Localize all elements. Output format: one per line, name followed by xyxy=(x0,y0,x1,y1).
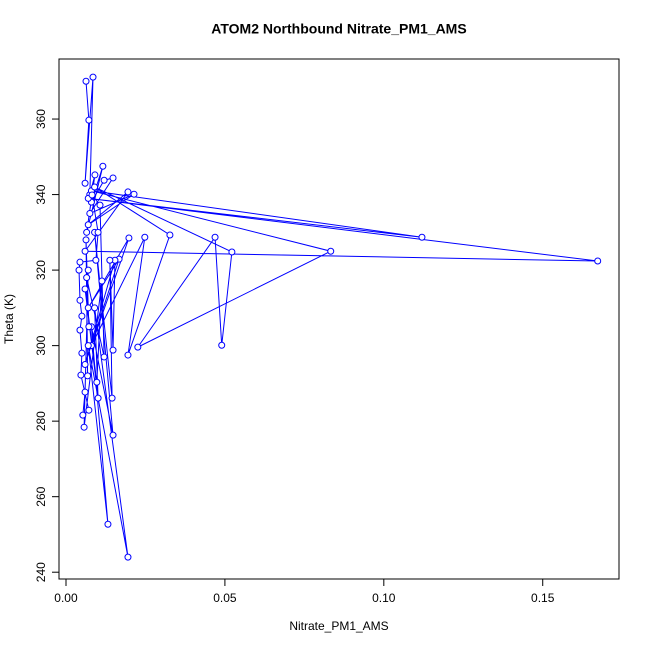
point xyxy=(104,520,112,528)
x-tick-label: 0.05 xyxy=(213,591,237,605)
point xyxy=(418,233,426,241)
point xyxy=(84,221,92,229)
y-tick-label: 280 xyxy=(34,411,48,431)
y-tick-label: 360 xyxy=(34,109,48,129)
point xyxy=(98,277,106,285)
point xyxy=(84,372,92,380)
point xyxy=(82,77,90,85)
point xyxy=(594,257,602,265)
point xyxy=(327,247,335,255)
point xyxy=(76,326,84,334)
series-line xyxy=(78,77,598,558)
point xyxy=(83,274,91,282)
point xyxy=(94,394,102,402)
point xyxy=(91,183,99,191)
x-axis-label: Nitrate_PM1_AMS xyxy=(289,619,388,633)
point xyxy=(85,116,93,124)
point xyxy=(211,233,219,241)
point xyxy=(84,304,92,312)
point xyxy=(130,190,138,198)
y-axis-label: Theta (K) xyxy=(2,294,16,344)
point xyxy=(124,188,132,196)
point xyxy=(78,349,86,357)
point xyxy=(100,176,108,184)
point xyxy=(82,236,90,244)
point xyxy=(99,162,107,170)
point xyxy=(125,234,133,242)
point xyxy=(79,411,87,419)
point xyxy=(134,343,142,351)
point xyxy=(81,361,89,369)
point xyxy=(85,406,93,414)
plot-frame xyxy=(58,58,620,580)
point xyxy=(84,342,92,350)
point xyxy=(81,179,89,187)
y-tick-label: 320 xyxy=(34,260,48,280)
point xyxy=(228,248,236,256)
chart-title: ATOM2 Northbound Nitrate_PM1_AMS xyxy=(211,21,466,37)
point xyxy=(86,209,94,217)
point xyxy=(81,285,89,293)
point xyxy=(108,394,116,402)
point xyxy=(91,304,99,312)
point xyxy=(83,228,91,236)
y-tick-label: 240 xyxy=(34,562,48,582)
y-tick-label: 260 xyxy=(34,486,48,506)
point xyxy=(141,233,149,241)
point xyxy=(77,371,85,379)
point xyxy=(218,341,226,349)
point xyxy=(109,174,117,182)
point xyxy=(85,323,93,331)
point xyxy=(94,228,102,236)
y-tick-label: 300 xyxy=(34,335,48,355)
point xyxy=(89,73,97,81)
x-tick-label: 0.00 xyxy=(54,591,78,605)
point xyxy=(166,231,174,239)
point xyxy=(106,256,114,264)
point xyxy=(124,553,132,561)
point xyxy=(75,266,83,274)
point xyxy=(81,247,89,255)
point xyxy=(76,296,84,304)
point xyxy=(92,256,100,264)
point xyxy=(81,388,89,396)
y-tick-label: 340 xyxy=(34,184,48,204)
x-tick-label: 0.10 xyxy=(372,591,396,605)
point xyxy=(93,378,101,386)
point xyxy=(109,431,117,439)
point xyxy=(84,266,92,274)
point xyxy=(88,191,96,199)
x-tick-label: 0.15 xyxy=(531,591,555,605)
point xyxy=(76,258,84,266)
point xyxy=(91,171,99,179)
point xyxy=(80,423,88,431)
point xyxy=(78,312,86,320)
point xyxy=(96,201,104,209)
point xyxy=(124,351,132,359)
point xyxy=(109,346,117,354)
point xyxy=(100,353,108,361)
